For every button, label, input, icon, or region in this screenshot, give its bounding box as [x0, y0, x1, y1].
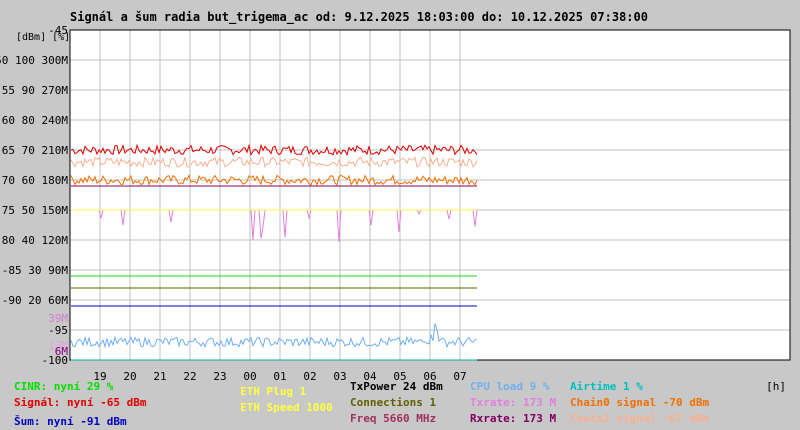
- x-tick-label: 02: [303, 370, 316, 383]
- x-tick-label: 07: [453, 370, 466, 383]
- y-tick-label: -95: [48, 324, 68, 337]
- legend-rxrate: Rxrate: 173 M: [470, 412, 557, 425]
- y-axis-units: [dBm] [%]: [16, 32, 70, 43]
- y-tick-label: -75 50 150M: [0, 204, 68, 217]
- y-tick-label: -70 60 180M: [0, 174, 68, 187]
- x-tick-label: 05: [393, 370, 406, 383]
- extra-rate-label: 6M: [55, 345, 69, 358]
- y-tick-label: -65 70 210M: [0, 144, 68, 157]
- extra-rate-label: 39M: [48, 312, 68, 325]
- legend-freq: Freq 5660 MHz: [350, 412, 437, 425]
- y-tick-label: -100: [42, 354, 69, 367]
- legend-signal: Signál: nyní -65 dBm: [14, 396, 147, 409]
- y-tick-label: -55 90 270M: [0, 84, 68, 97]
- series-line-chain1-signal: [70, 155, 478, 169]
- x-axis-unit: [h]: [766, 380, 786, 393]
- x-tick-label: 20: [123, 370, 136, 383]
- legend-eth-speed: ETH Speed 1000: [240, 401, 333, 414]
- y-tick-label: -85 30 90M: [2, 264, 69, 277]
- y-tick-label: -80 40 120M: [0, 234, 68, 247]
- series-line-cpu-load: [70, 323, 478, 349]
- legend-chain0: Chain0 signal -70 dBm: [570, 396, 710, 409]
- y-tick-label: -50 100 300M: [0, 54, 68, 67]
- y-tick-label: -45: [48, 24, 68, 37]
- x-tick-label: 23: [213, 370, 226, 383]
- legend-chain1: Chain1 signal -67 dBm: [570, 412, 710, 425]
- x-tick-label: 03: [333, 370, 346, 383]
- x-tick-label: 00: [243, 370, 256, 383]
- legend-noise: Šum: nyní -91 dBm: [14, 415, 127, 428]
- x-tick-label: 06: [423, 370, 436, 383]
- legend-txrate: Txrate: 173 M: [470, 396, 557, 409]
- series-line-chain0-signal: [70, 174, 478, 187]
- extra-rate-label: 13M: [48, 339, 68, 352]
- chart-title: Signál a šum radia but_trigema_ac od: 9.…: [70, 10, 648, 24]
- legend-airtime: Airtime 1 %: [570, 380, 643, 393]
- legend-cinr: CINR: nyní 29 %: [14, 380, 114, 393]
- x-tick-label: 04: [363, 370, 377, 383]
- y-tick-label: -90 20 60M: [2, 294, 69, 307]
- series-line-sign-l: [70, 143, 478, 157]
- legend-txpower: TxPower 24 dBm: [350, 380, 443, 393]
- x-tick-label: 21: [153, 370, 166, 383]
- x-tick-label: 01: [273, 370, 286, 383]
- legend-cpu-load: CPU load 9 %: [470, 380, 550, 393]
- legend-connections: Connections 1: [350, 396, 437, 409]
- x-tick-label: 19: [93, 370, 106, 383]
- y-tick-label: -60 80 240M: [0, 114, 68, 127]
- x-tick-label: 22: [183, 370, 196, 383]
- legend-eth-plug: ETH Plug 1: [240, 385, 307, 398]
